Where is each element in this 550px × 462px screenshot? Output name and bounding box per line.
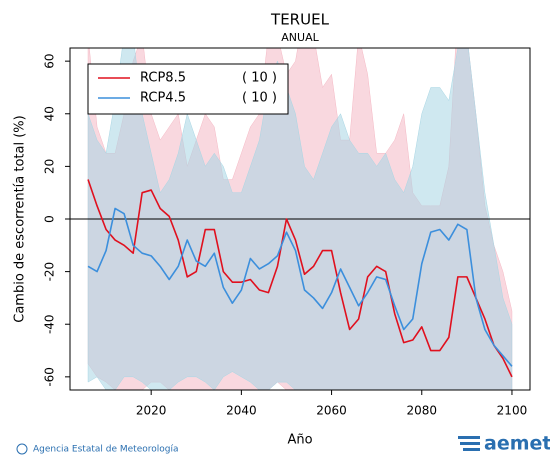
x-tick-label: 2060 — [316, 404, 347, 418]
series-line — [87, 179, 513, 378]
y-tick-label: -20 — [43, 262, 57, 282]
series-line — [87, 207, 513, 367]
chart-title: TERUEL — [270, 11, 330, 29]
y-tick-label: -60 — [43, 367, 57, 387]
legend-box — [87, 63, 289, 115]
legend-label: RCP8.5 — [140, 71, 186, 86]
x-tick-label: 2100 — [497, 404, 528, 418]
y-tick-label: 20 — [43, 159, 57, 174]
legend-label: RCP4.5 — [140, 91, 186, 106]
y-tick-label: -40 — [43, 314, 57, 334]
legend-count: ( 10 ) — [242, 71, 277, 86]
legend-count: ( 10 ) — [242, 91, 277, 106]
logo: aemet — [484, 433, 550, 455]
y-axis-label: Cambio de escorrentía total (%) — [13, 115, 28, 323]
x-tick-label: 2080 — [406, 404, 437, 418]
chart-subtitle: ANUAL — [281, 31, 319, 44]
logo-mark — [458, 436, 480, 451]
plot-area — [70, 48, 530, 390]
copyright-icon — [16, 443, 28, 455]
x-tick-label: 2020 — [136, 404, 167, 418]
credit: Agencia Estatal de Meteorología — [33, 445, 179, 455]
x-tick-label: 2040 — [226, 404, 257, 418]
y-tick-label: 40 — [43, 106, 57, 121]
legend: RCP8.5 ( 10 ) RCP4.5 ( 10 ) — [87, 63, 289, 115]
y-tick-label: 60 — [43, 54, 57, 69]
x-axis-label: Año — [287, 433, 312, 448]
y-tick-label: 0 — [43, 215, 57, 223]
